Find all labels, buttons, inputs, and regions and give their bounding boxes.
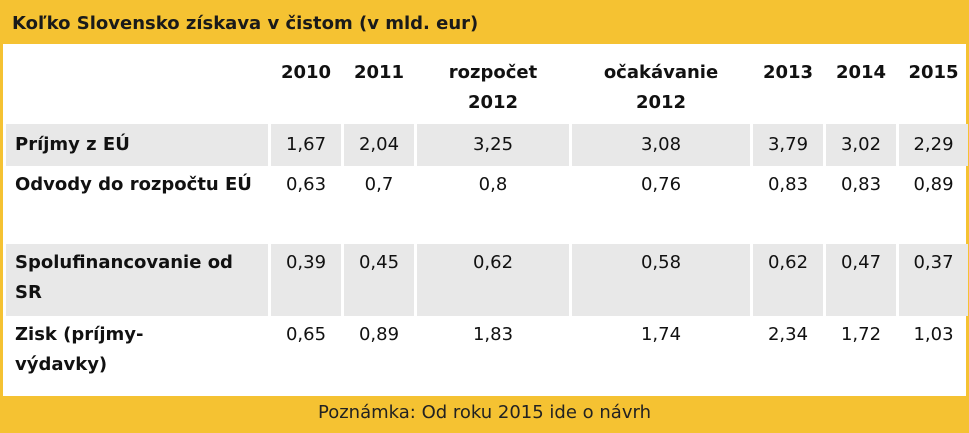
column-header: 2014 xyxy=(835,62,887,83)
table-cell: 1,83 xyxy=(472,324,514,345)
table-cell: 3,08 xyxy=(572,124,750,166)
column-header: 2015 xyxy=(908,62,959,83)
table-row: Príjmy z EÚ 1,67 2,04 3,25 3,08 3,79 3,0… xyxy=(6,124,968,166)
table-cell: 1,72 xyxy=(840,324,882,345)
table-cell: 0,37 xyxy=(899,244,968,316)
column-header: 2013 xyxy=(762,62,814,83)
column-header-text: očakávanie 2012 xyxy=(603,62,719,113)
table-cell: 0,76 xyxy=(640,174,682,195)
column-header: 2010 xyxy=(280,62,332,83)
column-header-text: rozpočet 2012 xyxy=(448,62,538,113)
table-cell: 0,89 xyxy=(913,174,954,195)
row-label-text: Zisk (príjmy-výdavky) xyxy=(15,324,144,375)
table-cell: 1,67 xyxy=(271,124,341,166)
table-cell: 0,83 xyxy=(840,174,882,195)
table-cell: 3,25 xyxy=(417,124,569,166)
table-cell: 3,02 xyxy=(826,124,896,166)
table-cell: 0,7 xyxy=(364,174,394,195)
row-label: Zisk (príjmy-výdavky) xyxy=(6,316,268,396)
table-row: Zisk (príjmy-výdavky) 0,65 0,89 1,83 1,7… xyxy=(6,316,968,396)
table-cell: 0,45 xyxy=(344,244,414,316)
row-label-text: Spolufinancovanie od SR xyxy=(15,252,233,303)
table-cell: 0,63 xyxy=(285,174,327,195)
table-cell: 2,34 xyxy=(767,324,809,345)
table-title: Koľko Slovensko získava v čistom (v mld.… xyxy=(12,13,479,34)
row-label: Odvody do rozpočtu EÚ xyxy=(6,166,268,244)
table-cell: 0,47 xyxy=(826,244,896,316)
table-cell: 0,89 xyxy=(358,324,400,345)
table-cell: 0,62 xyxy=(753,244,823,316)
table-cell: 0,8 xyxy=(478,174,508,195)
table-row: Odvody do rozpočtu EÚ 0,63 0,7 0,8 0,76 … xyxy=(6,166,968,244)
data-table: 2010 2011 rozpočet 2012 očakávanie 2012 … xyxy=(3,44,969,396)
table-cell: 0,39 xyxy=(271,244,341,316)
table-cell: 2,29 xyxy=(899,124,968,166)
row-label: Príjmy z EÚ xyxy=(6,124,268,166)
table-cell: 1,03 xyxy=(913,324,954,345)
row-label: Spolufinancovanie od SR xyxy=(6,244,268,316)
footnote: Poznámka: Od roku 2015 ide o návrh xyxy=(318,402,651,423)
header-row: 2010 2011 rozpočet 2012 očakávanie 2012 … xyxy=(6,44,968,124)
data-table-container: 2010 2011 rozpočet 2012 očakávanie 2012 … xyxy=(3,44,969,396)
row-label-text: Odvody do rozpočtu EÚ xyxy=(15,174,252,195)
table-cell: 0,83 xyxy=(767,174,809,195)
table-cell: 2,04 xyxy=(344,124,414,166)
table-cell: 1,74 xyxy=(640,324,682,345)
column-header: 2011 xyxy=(353,62,405,83)
table-row: Spolufinancovanie od SR 0,39 0,45 0,62 0… xyxy=(6,244,968,316)
table-cell: 0,65 xyxy=(285,324,327,345)
column-header: rozpočet 2012 xyxy=(417,44,569,124)
table-cell: 0,62 xyxy=(417,244,569,316)
header-empty xyxy=(6,44,268,124)
column-header: očakávanie 2012 xyxy=(572,44,750,124)
table-cell: 0,58 xyxy=(572,244,750,316)
table-cell: 3,79 xyxy=(753,124,823,166)
